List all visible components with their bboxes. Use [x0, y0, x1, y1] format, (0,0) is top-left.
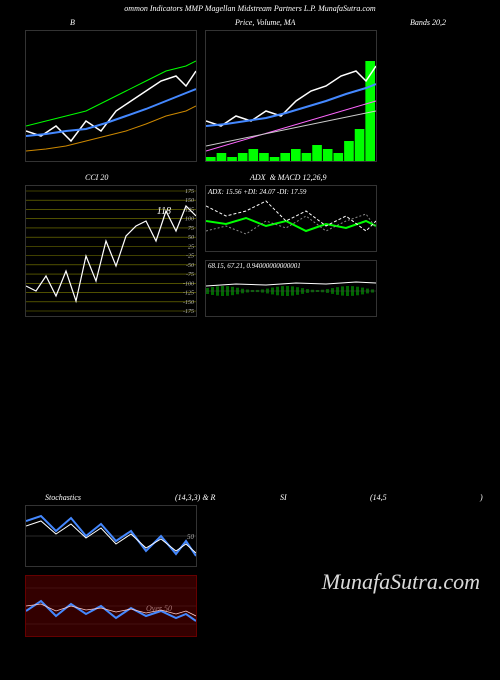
svg-text:150: 150	[185, 198, 194, 204]
svg-text:-50: -50	[186, 263, 194, 269]
cci-title: CCI 20	[85, 173, 108, 182]
header-text: ommon Indicators MMP Magellan Midstream …	[124, 4, 375, 13]
svg-text:50: 50	[188, 235, 194, 241]
stoch-title-si: SI	[280, 493, 287, 502]
svg-text:25: 25	[188, 244, 194, 250]
watermark: MunafaSutra.com	[322, 569, 480, 595]
svg-text:100: 100	[185, 217, 194, 223]
stoch-chart: 50	[25, 505, 197, 567]
price-chart	[205, 30, 377, 162]
adx-label: ADX: 15.56 +DI: 24.07 -DI: 17.59	[208, 188, 306, 196]
svg-text:-175: -175	[183, 309, 194, 315]
bollinger-title-left: B	[70, 18, 75, 27]
svg-text:50: 50	[187, 533, 195, 541]
cci-chart: 175150125100755025-25-50-75-100-125-150-…	[25, 185, 197, 317]
stoch-title-params: (14,5	[370, 493, 387, 502]
svg-text:-25: -25	[186, 254, 194, 260]
svg-text:-100: -100	[183, 281, 194, 287]
stoch-title-mid: (14,3,3) & R	[175, 493, 215, 502]
stoch-title: Stochastics	[45, 493, 81, 502]
svg-text:-150: -150	[183, 300, 194, 306]
adx-title-suffix: ADX & MACD 12,26,9	[250, 173, 326, 182]
bollinger-title-right: Bands 20,2	[410, 18, 446, 27]
svg-text:75: 75	[188, 226, 194, 232]
bollinger-chart	[25, 30, 197, 162]
page-header: ommon Indicators MMP Magellan Midstream …	[0, 0, 500, 15]
svg-text:118: 118	[157, 206, 171, 217]
svg-text:-125: -125	[183, 291, 194, 297]
stoch-title-close: )	[480, 493, 483, 502]
macd-label: 68.15, 67.21, 0.94000000000001	[208, 262, 301, 270]
svg-text:Over 50: Over 50	[146, 604, 172, 613]
price-title: Price, Volume, MA	[235, 18, 295, 27]
svg-text:-75: -75	[186, 272, 194, 278]
rsi-chart: 503020Over 50	[25, 575, 197, 637]
svg-text:175: 175	[185, 189, 194, 195]
